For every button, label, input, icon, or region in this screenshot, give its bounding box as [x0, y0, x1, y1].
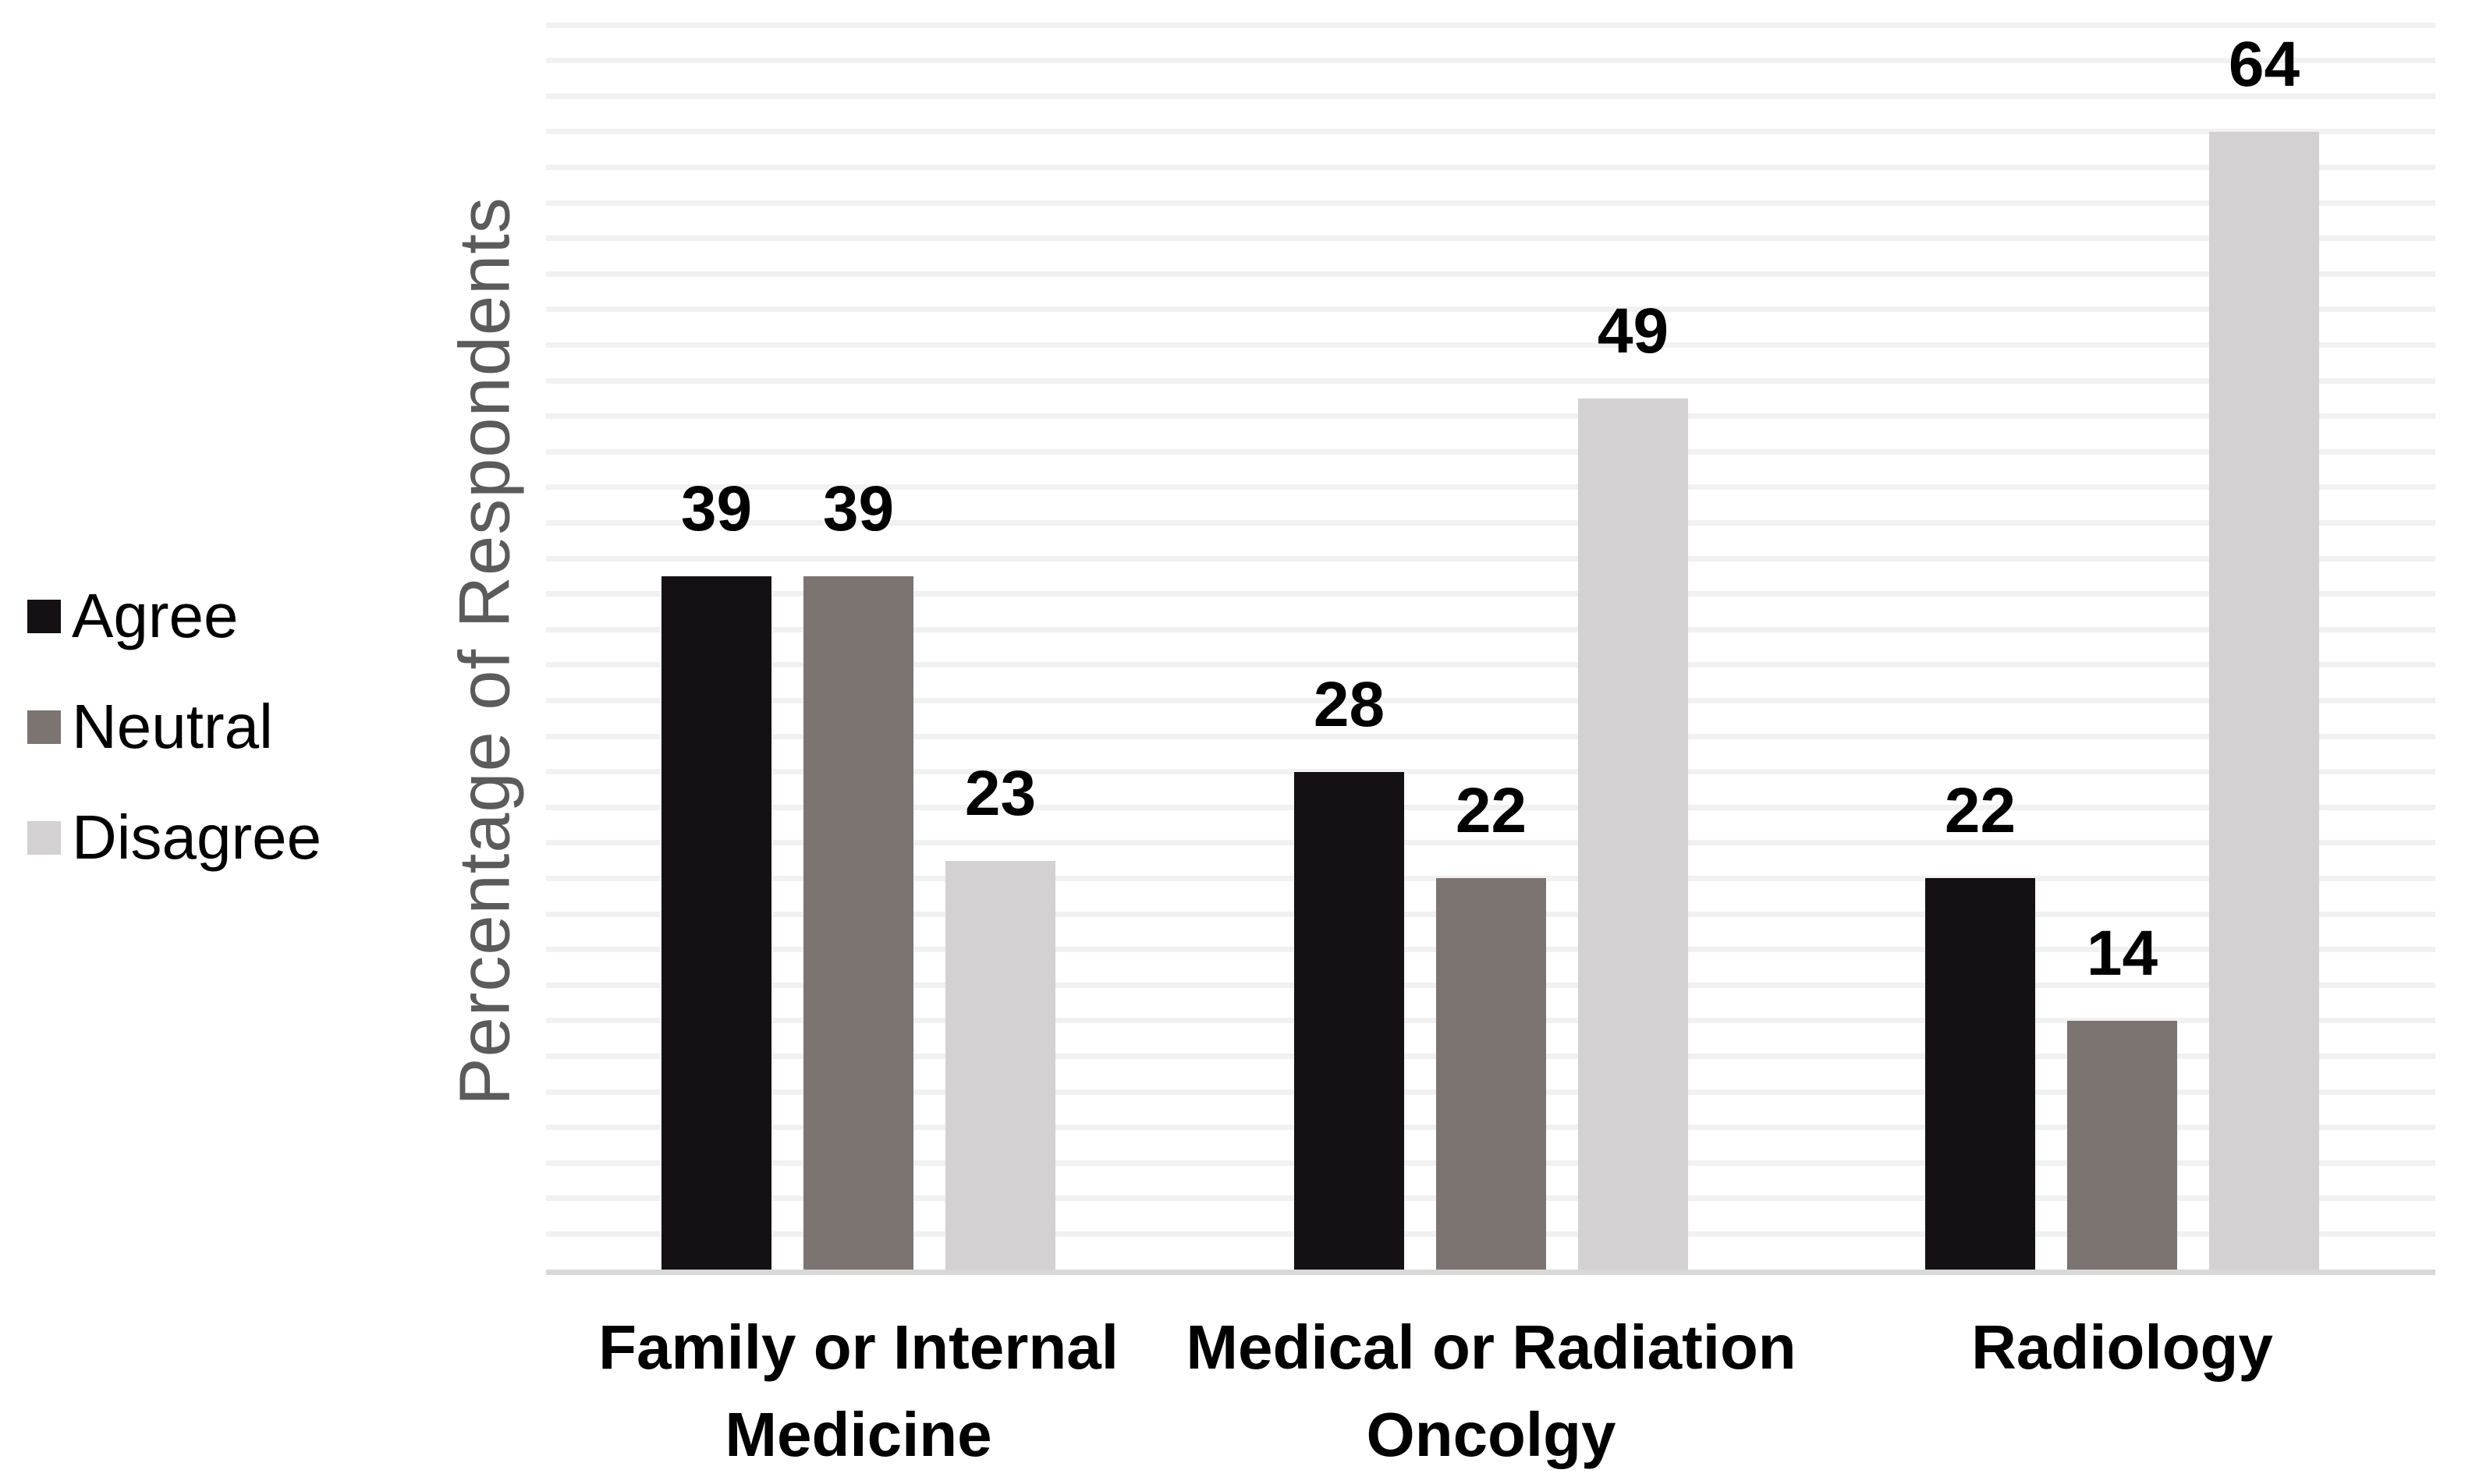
- bar-agree-radiology: [1925, 878, 2035, 1270]
- bar-agree-family-or-internal-medicine: [661, 576, 771, 1270]
- legend: Agree Neutral Disagree: [27, 580, 321, 873]
- bar-neutral-medical-or-radiation-oncolgy: [1436, 878, 1546, 1270]
- x-axis-label-family-or-internal-medicine: Family or Internal Medicine: [598, 1312, 1119, 1469]
- legend-item-neutral: Neutral: [27, 691, 321, 763]
- gridline: [546, 413, 2435, 420]
- gridline: [546, 306, 2435, 313]
- bar-value-label-neutral-medical-or-radiation-oncolgy: 22: [1455, 775, 1527, 847]
- gridline: [546, 271, 2435, 277]
- bar-value-label-disagree-family-or-internal-medicine: 23: [964, 757, 1037, 829]
- gridline: [546, 840, 2435, 846]
- bar-neutral-radiology: [2067, 1020, 2177, 1270]
- legend-item-disagree: Disagree: [27, 802, 321, 873]
- gridline: [546, 519, 2435, 526]
- bar-disagree-medical-or-radiation-oncolgy: [1578, 398, 1688, 1270]
- gridline: [546, 769, 2435, 775]
- gridline: [546, 484, 2435, 491]
- bar-value-label-disagree-radiology: 64: [2228, 28, 2300, 100]
- bar-agree-medical-or-radiation-oncolgy: [1294, 771, 1404, 1270]
- gridline: [546, 93, 2435, 99]
- legend-label: Neutral: [72, 692, 273, 761]
- bar-disagree-family-or-internal-medicine: [945, 860, 1055, 1270]
- bar-value-label-agree-family-or-internal-medicine: 39: [680, 473, 753, 544]
- gridline: [546, 129, 2435, 135]
- gridline: [546, 200, 2435, 206]
- x-axis-label-medical-or-radiation-oncolgy: Medical or Radiation Oncolgy: [1186, 1312, 1796, 1469]
- gridline: [546, 342, 2435, 348]
- gridline: [546, 733, 2435, 739]
- gridline: [546, 555, 2435, 561]
- bar-neutral-family-or-internal-medicine: [803, 576, 913, 1270]
- gridline: [546, 662, 2435, 668]
- legend-label: Agree: [72, 581, 239, 650]
- legend-swatch-disagree: [27, 820, 61, 855]
- gridline: [546, 236, 2435, 242]
- gridline: [546, 591, 2435, 597]
- bar-value-label-agree-medical-or-radiation-oncolgy: 28: [1313, 668, 1385, 740]
- gridline: [546, 448, 2435, 455]
- gridline: [546, 22, 2435, 28]
- gridline: [546, 164, 2435, 170]
- gridline: [546, 58, 2435, 64]
- plot-area: 39 39 23 28 22 49 22 14 64: [546, 22, 2435, 1275]
- legend-swatch-agree: [27, 599, 61, 633]
- bar-value-label-disagree-medical-or-radiation-oncolgy: 49: [1597, 295, 1669, 367]
- legend-item-agree: Agree: [27, 580, 321, 652]
- gridline: [546, 626, 2435, 632]
- gridline: [546, 377, 2435, 384]
- legend-swatch-neutral: [27, 710, 61, 744]
- bar-value-label-neutral-radiology: 14: [2086, 917, 2158, 989]
- bar-value-label-agree-radiology: 22: [1944, 775, 2016, 847]
- bar-disagree-radiology: [2209, 131, 2319, 1270]
- gridline: [546, 697, 2435, 703]
- gridline: [546, 804, 2435, 810]
- bar-value-label-neutral-family-or-internal-medicine: 39: [822, 473, 895, 544]
- x-axis-line: [546, 1270, 2435, 1275]
- y-axis-title: Percentage of Respondents: [445, 197, 525, 1106]
- x-axis-label-radiology: Radiology: [1971, 1312, 2273, 1382]
- legend-label: Disagree: [72, 802, 322, 872]
